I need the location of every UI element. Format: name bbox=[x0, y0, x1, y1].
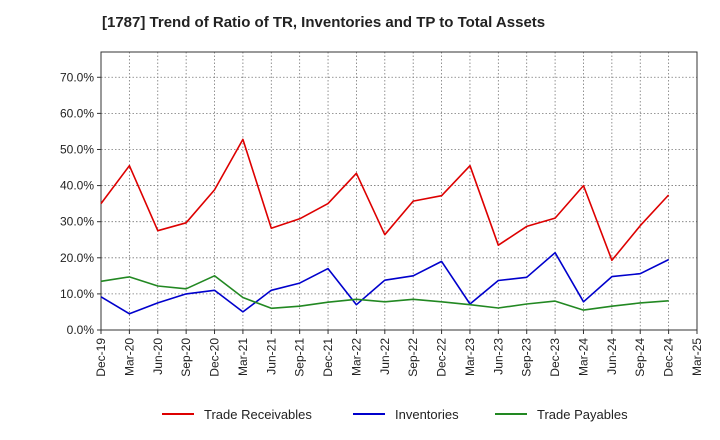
y-tick-label: 0.0% bbox=[67, 323, 95, 337]
x-tick-label: Dec-21 bbox=[321, 338, 335, 377]
y-tick-label: 30.0% bbox=[60, 215, 94, 229]
x-tick-label: Mar-24 bbox=[576, 338, 590, 376]
x-tick-label: Jun-22 bbox=[378, 338, 392, 375]
legend: Trade Receivables Inventories Trade Payabl… bbox=[162, 407, 628, 422]
series-line bbox=[100, 138, 670, 262]
legend-label: Inventories bbox=[395, 407, 459, 422]
x-tick-label: Jun-20 bbox=[151, 338, 165, 375]
series-lines bbox=[100, 138, 670, 315]
y-tick-label: 60.0% bbox=[60, 106, 94, 120]
y-tick-label: 40.0% bbox=[60, 179, 94, 193]
y-tick-label: 50.0% bbox=[60, 142, 94, 156]
x-tick-label: Sep-23 bbox=[520, 338, 534, 377]
plot-frame bbox=[100, 51, 698, 331]
x-tick-label: Jun-23 bbox=[491, 338, 505, 375]
x-tick-label: Mar-20 bbox=[122, 338, 136, 376]
series-line bbox=[100, 274, 669, 311]
x-tick-label: Mar-23 bbox=[463, 338, 477, 376]
x-tick-label: Jun-24 bbox=[605, 338, 619, 375]
x-tick-label: Mar-22 bbox=[349, 338, 363, 376]
grid bbox=[101, 52, 697, 330]
x-tick-label: Dec-22 bbox=[435, 338, 449, 377]
y-tick-label: 70.0% bbox=[60, 70, 94, 84]
legend-label: Trade Payables bbox=[537, 407, 628, 422]
series-line bbox=[100, 251, 669, 315]
x-tick-label: Sep-21 bbox=[293, 338, 307, 377]
x-tick-label: Dec-19 bbox=[94, 338, 108, 377]
x-tick-label: Mar-25 bbox=[690, 338, 704, 376]
x-tick-label: Sep-20 bbox=[179, 338, 193, 377]
x-tick-label: Mar-21 bbox=[236, 338, 250, 376]
x-tick-label: Dec-20 bbox=[208, 338, 222, 377]
x-tick-label: Jun-21 bbox=[264, 338, 278, 375]
x-tick-label: Sep-22 bbox=[406, 338, 420, 377]
chart-title: [1787] Trend of Ratio of TR, Inventories… bbox=[102, 14, 546, 31]
legend-label: Trade Receivables bbox=[204, 407, 312, 422]
y-tick-label: 20.0% bbox=[60, 251, 94, 265]
axes: 0.0% 10.0% 20.0% 30.0% 40.0% 50.0% 60.0% 70.0% D… bbox=[60, 51, 704, 377]
x-tick-label: Sep-24 bbox=[633, 338, 647, 377]
y-tick-label: 10.0% bbox=[60, 287, 94, 301]
x-tick-label: Dec-23 bbox=[548, 338, 562, 377]
x-tick-label: Dec-24 bbox=[662, 338, 676, 377]
